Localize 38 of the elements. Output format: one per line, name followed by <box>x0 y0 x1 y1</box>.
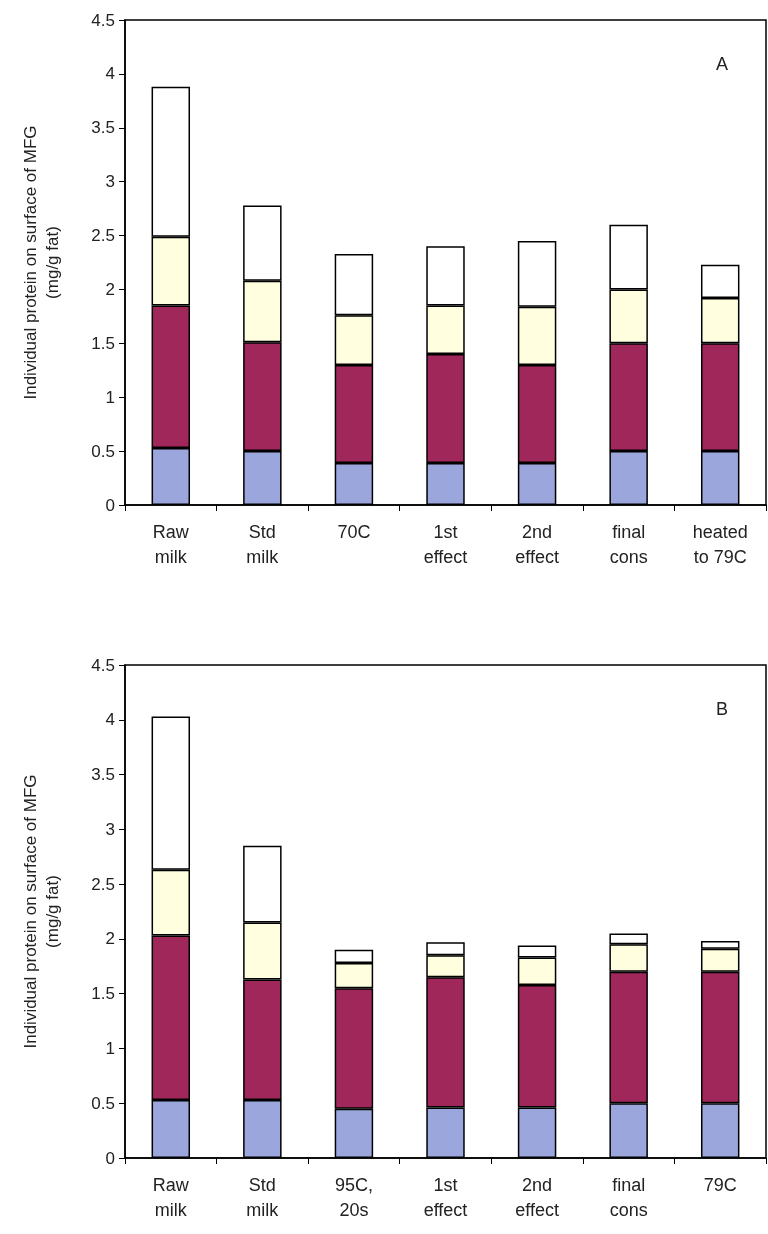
x-tick-label: heated to 79C <box>692 521 748 567</box>
x-tick-label: 70C <box>337 521 371 542</box>
y-tick-label: 2 <box>105 929 115 949</box>
y-tick-label: 3 <box>105 172 115 192</box>
y-tick-label: 4 <box>105 64 115 84</box>
y-tick-label: 0 <box>105 495 115 515</box>
x-tick-label: 2nd effect <box>515 521 559 567</box>
x-tick-label: 2nd effect <box>515 1174 559 1220</box>
y-tick-label: 1.5 <box>91 333 115 353</box>
y-axis-title: Individual protein on surface of MFG (mg/g fat) <box>20 125 62 400</box>
y-tick-label: 2 <box>105 279 115 299</box>
x-tick-label: Raw milk <box>152 1174 190 1220</box>
x-tick-label: final cons <box>609 521 648 567</box>
y-tick-label: 4 <box>105 710 115 730</box>
x-tick-label: 95C, 20s <box>334 1174 373 1220</box>
x-tick-label: 1st effect <box>423 521 468 567</box>
y-axis-title: Individual protein on surface of MFG (mg/g fat) <box>20 774 62 1049</box>
y-tick-label: 0 <box>105 1148 115 1168</box>
x-tick-label: Std milk <box>246 1174 280 1220</box>
y-tick-label: 3 <box>105 819 115 839</box>
y-tick-label: 2.5 <box>91 874 115 894</box>
annotation: B <box>715 699 729 719</box>
y-tick-label: 2.5 <box>91 226 115 246</box>
y-tick-label: 1 <box>105 387 115 407</box>
x-tick-label: 1st effect <box>423 1174 468 1220</box>
x-tick-label: final cons <box>609 1174 648 1220</box>
y-tick-label: 0.5 <box>91 441 115 461</box>
y-tick-label: 4.5 <box>91 655 115 675</box>
x-tick-label: Raw milk <box>152 521 190 567</box>
y-tick-label: 3.5 <box>91 765 115 785</box>
y-tick-label: 4.5 <box>91 10 115 30</box>
y-tick-label: 1.5 <box>91 984 115 1004</box>
y-tick-label: 0.5 <box>91 1093 115 1113</box>
y-tick-label: 3.5 <box>91 118 115 138</box>
annotation: A <box>715 54 729 74</box>
x-tick-label: Std milk <box>246 521 280 567</box>
x-tick-label: 79C <box>703 1174 737 1195</box>
y-tick-label: 1 <box>105 1038 115 1058</box>
